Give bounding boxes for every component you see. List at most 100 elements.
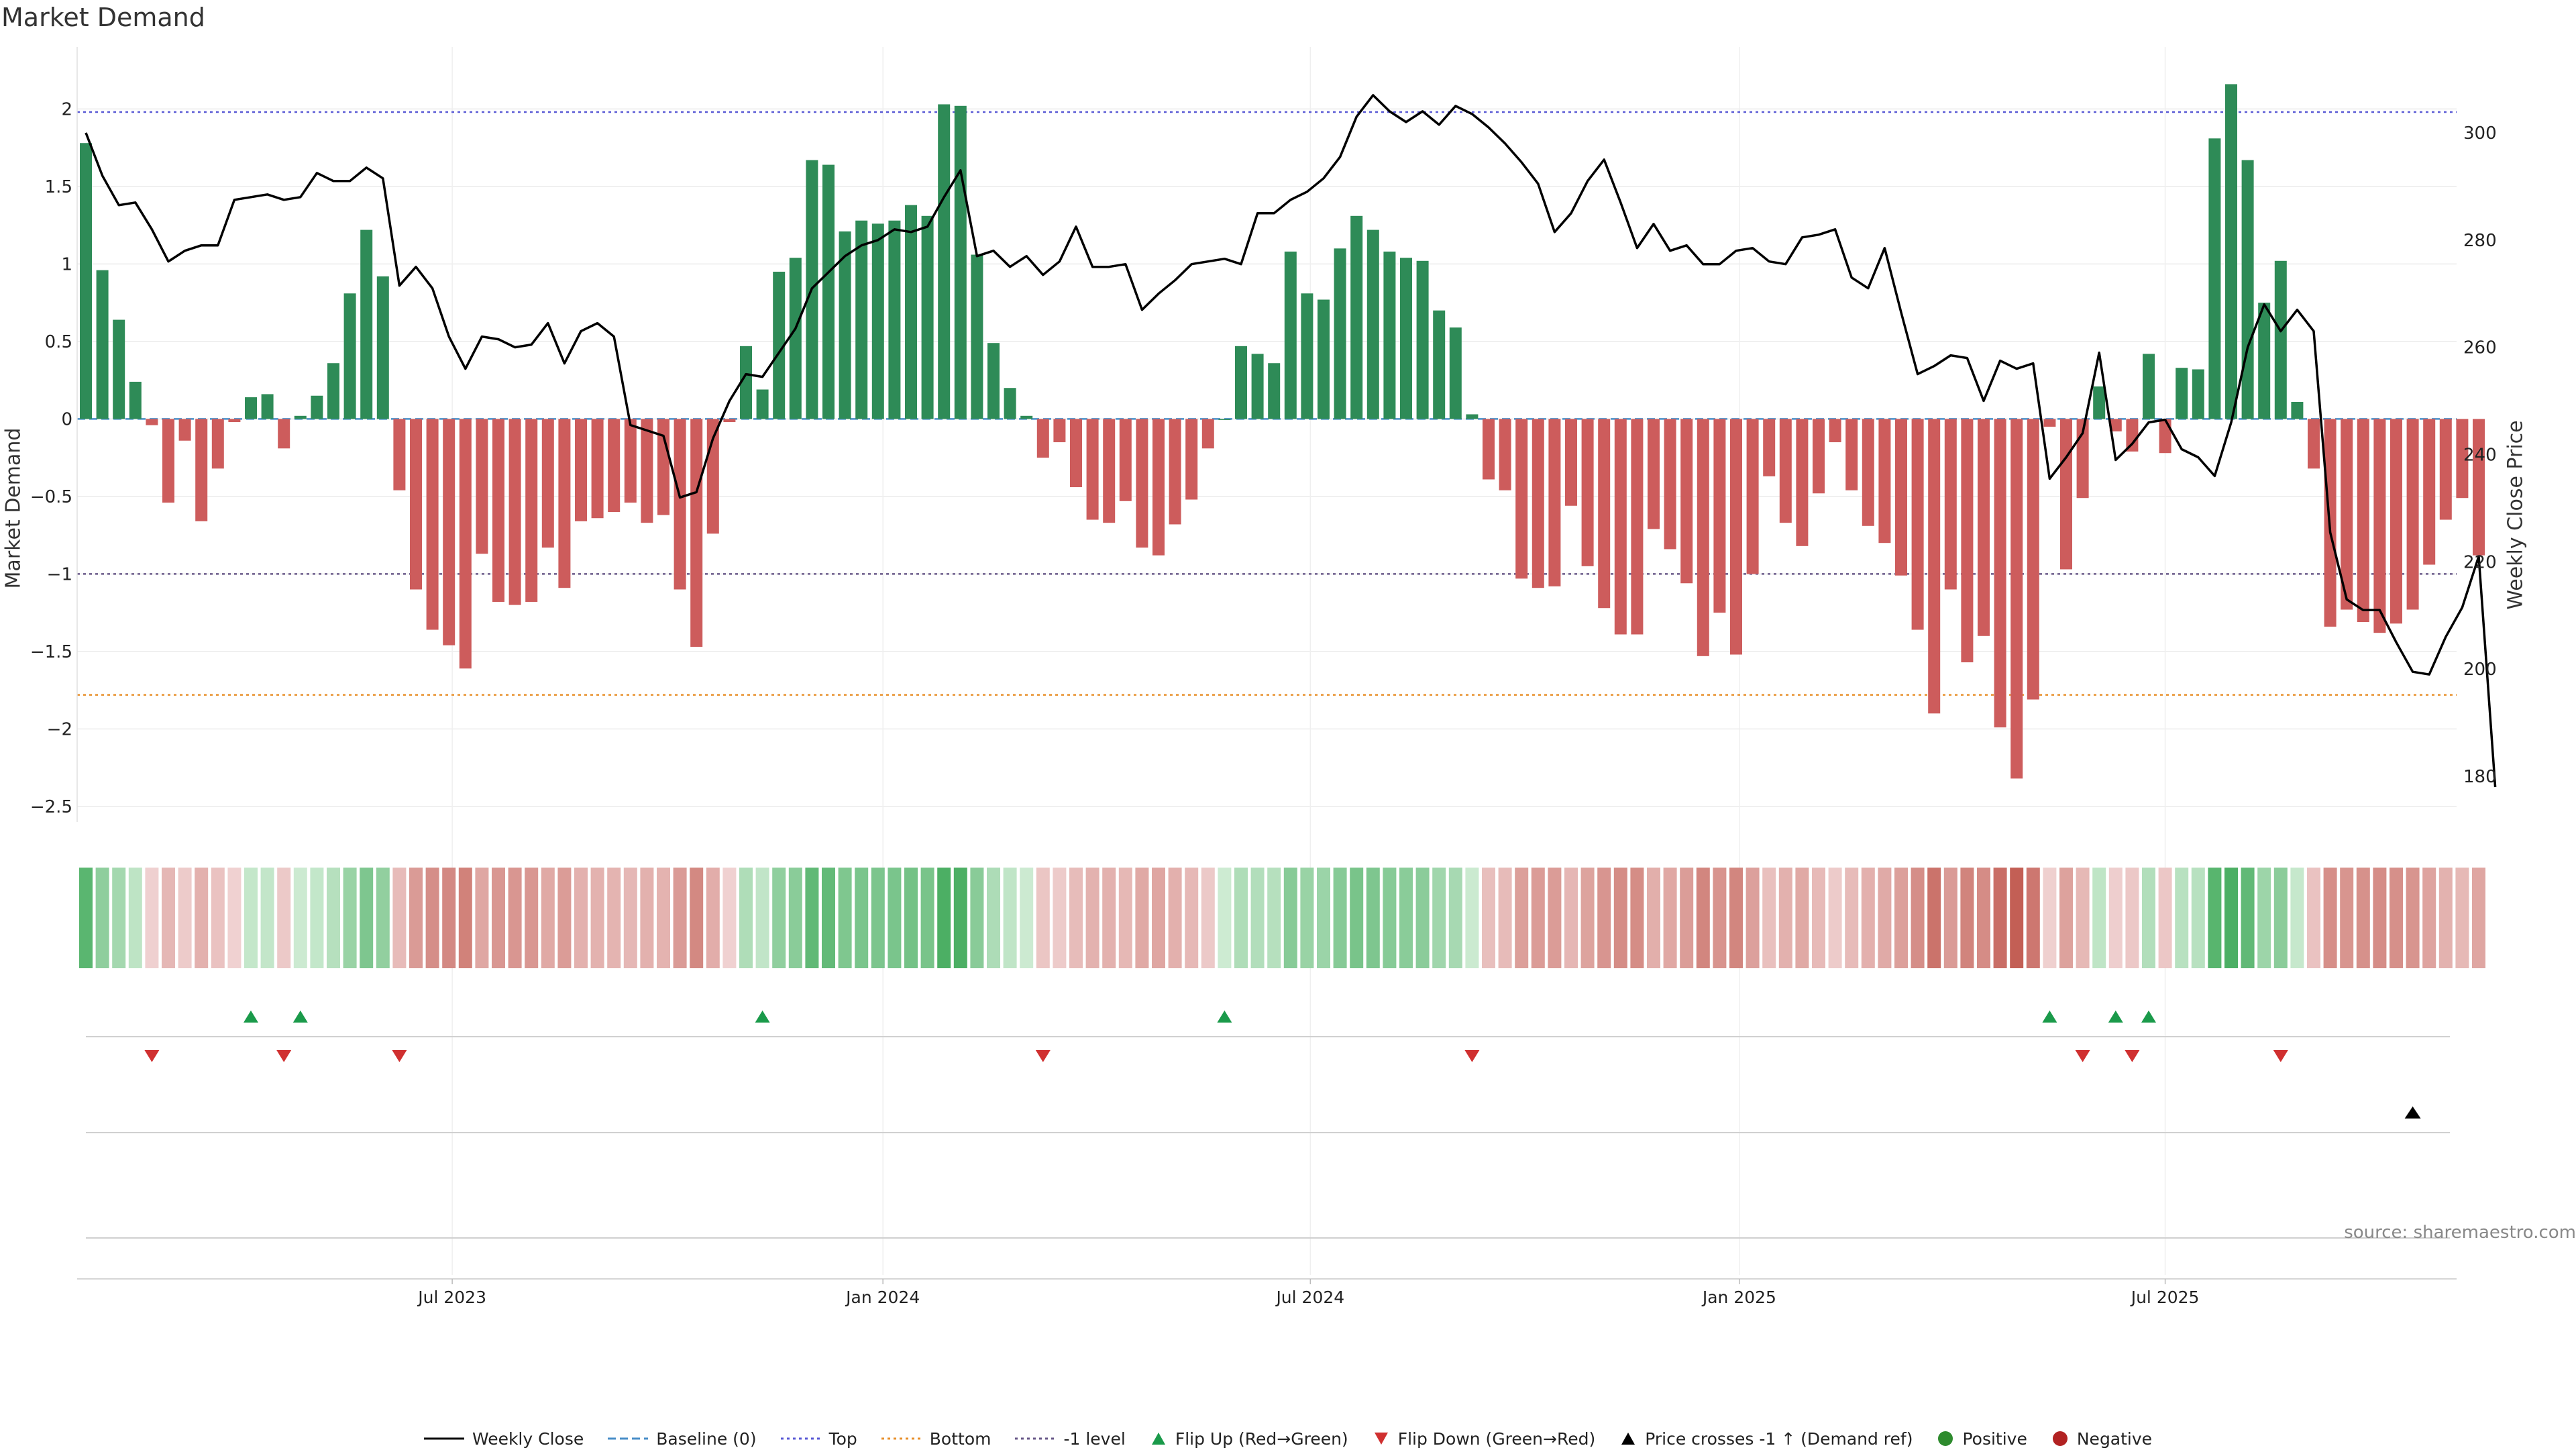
y-right-tick-label: 240 [2463, 445, 2497, 465]
heat-strip-cell [1531, 868, 1545, 968]
demand-bar [938, 104, 951, 419]
chart-canvas: 2 1.5 1 0.5 0 −0.5 −1 −1.5 −2 −2.5 300 280 260 240 220… [30, 47, 2497, 1307]
heat-strip-cell [145, 868, 159, 968]
demand-bar [1829, 419, 1841, 443]
demand-bar [1813, 419, 1825, 494]
demand-bar [1334, 248, 1346, 419]
heat-strip-cell [2076, 868, 2090, 968]
demand-bar [492, 419, 504, 602]
demand-bar [1201, 419, 1214, 449]
demand-bar [2473, 419, 2485, 556]
x-tick-label: Jan 2025 [1701, 1288, 1776, 1307]
heat-strip-cell [2373, 868, 2387, 968]
demand-bar [1598, 419, 1611, 609]
demand-bar [2274, 260, 2287, 419]
demand-bar [2423, 419, 2436, 565]
heat-strip-cell [277, 868, 291, 968]
demand-bar [1350, 215, 1363, 419]
heat-strip-cell [904, 868, 918, 968]
y-left-tick-label: 1 [61, 254, 72, 274]
y-left-tick-label: −2.5 [30, 797, 72, 817]
demand-bar [129, 381, 142, 419]
demand-bar [1515, 419, 1528, 579]
legend-label: -1 level [1063, 1429, 1126, 1449]
heat-strip-cell [425, 868, 439, 968]
price-cross-marker [2404, 1106, 2421, 1119]
heat-strip-cell [2059, 868, 2073, 968]
heat-strip-cell [492, 868, 505, 968]
heat-strip-cell [1812, 868, 1825, 968]
heat-strip-cell [1415, 868, 1430, 968]
demand-bar [971, 254, 983, 419]
demand-bar [1136, 419, 1148, 548]
flip-down-marker [276, 1050, 292, 1062]
y-left-tick-label: 0 [61, 409, 72, 429]
demand-bar [1053, 419, 1066, 443]
heat-strip-cell [2092, 868, 2106, 968]
heat-strip-cell [1283, 868, 1297, 968]
demand-bar [1565, 419, 1577, 506]
heat-strip-cell [1201, 868, 1215, 968]
heat-strip-cell [2290, 868, 2304, 968]
price-line-layer [85, 94, 2497, 788]
demand-bar [1020, 415, 1033, 419]
demand-bar [1928, 419, 1941, 714]
demand-bar [2291, 401, 2304, 419]
demand-bar [2126, 419, 2139, 452]
demand-bar [1581, 419, 1594, 566]
demand-bar [1483, 419, 1495, 480]
demand-bar [855, 220, 868, 419]
heat-strip-cell [574, 868, 588, 968]
demand-bar [146, 419, 158, 425]
weekly-close-line [85, 94, 2497, 788]
heat-strip-cell [1977, 868, 1990, 968]
demand-bar [228, 419, 241, 423]
heat-strip-cell [1465, 868, 1479, 968]
demand-bar [1746, 419, 1759, 574]
demand-bar [2176, 368, 2188, 419]
flip-down-marker [1035, 1050, 1051, 1062]
heat-strip-cell [805, 868, 819, 968]
demand-bar [2043, 419, 2056, 427]
heat-strip-cell [657, 868, 670, 968]
heat-strip-cell [706, 868, 720, 968]
demand-bar [2060, 419, 2072, 570]
dotted-line-icon [1015, 1437, 1056, 1440]
heat-strip-cell [1383, 868, 1397, 968]
demand-bar [1235, 346, 1247, 419]
heat-strip-cell [1482, 868, 1495, 968]
heat-strip-cell [1102, 868, 1116, 968]
heat-strip-cell [475, 868, 489, 968]
grid-layer [77, 47, 2457, 1275]
demand-bar [756, 389, 769, 419]
heat-strip-cell [1333, 868, 1347, 968]
heat-strip-cell [607, 868, 621, 968]
demand-bar [1944, 419, 1957, 590]
heat-strip-cell [195, 868, 209, 968]
x-tick-label: Jul 2023 [417, 1288, 486, 1307]
heat-strip-cell [2208, 868, 2222, 968]
demand-bar [822, 164, 835, 419]
y-left-tick-label: −1.5 [30, 642, 72, 662]
legend-item-bottom: Bottom [881, 1429, 991, 1449]
demand-bar [2241, 160, 2254, 419]
heat-strip-cell [1267, 868, 1281, 968]
demand-bar [443, 419, 455, 645]
demand-bar [1779, 419, 1792, 523]
y-left-tick-label: −0.5 [30, 487, 72, 507]
demand-bar [723, 419, 736, 423]
heat-strip-cell [1778, 868, 1792, 968]
heat-strip-cell [541, 868, 555, 968]
demand-bar [2010, 419, 2023, 779]
heat-strip-cell [1548, 868, 1562, 968]
heat-strip-cell [557, 868, 572, 968]
heat-strip-cell [1861, 868, 1875, 968]
demand-bar [1961, 419, 1974, 663]
demand-bar [1103, 419, 1116, 523]
demand-bar [393, 419, 406, 490]
heat-strip-cell [1647, 868, 1660, 968]
demand-bar [1466, 414, 1479, 419]
demand-bar [1366, 229, 1379, 419]
heat-strip-cell [525, 868, 539, 968]
demand-bar [541, 419, 554, 548]
